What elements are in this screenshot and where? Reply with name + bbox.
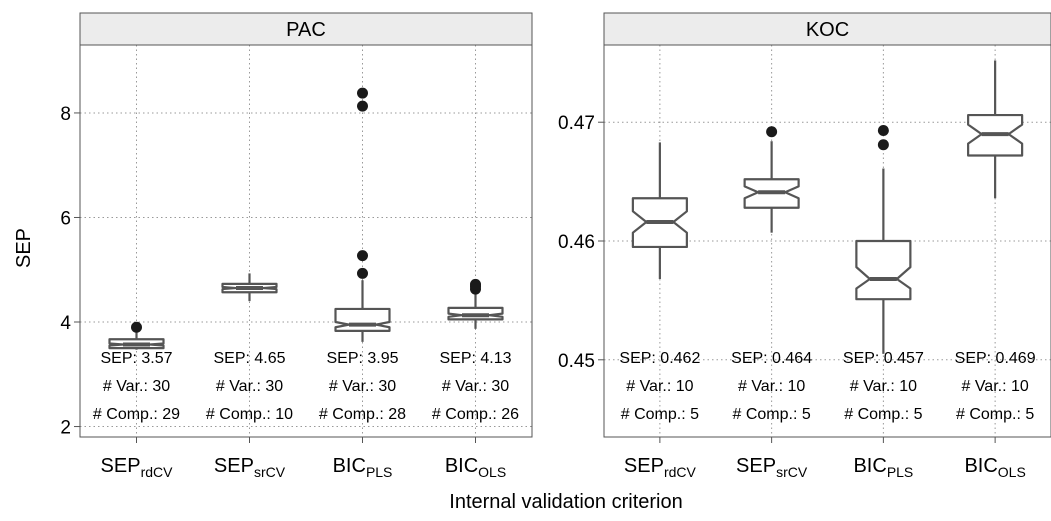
box-3 [967, 60, 1024, 199]
box-annotation: SEP: 4.65 [213, 350, 285, 367]
outlier-point [766, 126, 778, 138]
box-annotation: SEP: 0.457 [843, 350, 924, 367]
box-annotation: # Var.: 10 [626, 378, 693, 395]
box-3 [447, 278, 504, 329]
panel-koc: KOC 0.45 0.46 0.47 SEP: 0.462 # Var.: 10 # Com… [558, 12, 1051, 480]
box-annotation: # Var.: 10 [850, 378, 917, 395]
outlier-point [470, 278, 481, 290]
box-2 [855, 125, 912, 354]
x-tick-label: SEPsrCV [214, 455, 286, 480]
panel-pac: PAC 2 4 6 8 SEP: 3.57 # Var.: 30 # Comp.: 29 SEP… [60, 12, 533, 480]
x-tick-label: BICOLS [445, 455, 506, 480]
y-tick-label: 8 [60, 104, 71, 125]
y-tick-label: 2 [60, 418, 71, 439]
box-annotation: SEP: 0.469 [955, 350, 1036, 367]
box-1 [743, 126, 800, 233]
y-tick-label: 0.47 [558, 113, 595, 134]
box-annotation: # Var.: 10 [961, 378, 1028, 395]
box-annotation: SEP: 4.13 [439, 350, 511, 367]
box-annotation: # Var.: 30 [103, 378, 170, 395]
box-annotation: # Var.: 30 [442, 378, 509, 395]
y-axis-label: SEP [13, 228, 35, 268]
notched-box [855, 239, 912, 301]
panel-title: PAC [286, 19, 326, 41]
x-tick-label: SEPrdCV [101, 455, 174, 480]
y-tick-label: 0.46 [558, 232, 595, 253]
outlier-point [357, 87, 368, 99]
box-2 [334, 87, 391, 342]
box-1 [221, 273, 278, 302]
box-annotation: # Comp.: 10 [206, 406, 293, 423]
x-tick-label: SEPsrCV [736, 455, 808, 480]
panel-frame [79, 44, 533, 438]
box-annotation: # Comp.: 28 [319, 406, 406, 423]
x-tick-label: SEPrdCV [624, 455, 697, 480]
box-annotation: # Comp.: 5 [621, 406, 699, 423]
outlier-point [357, 250, 368, 262]
outlier-point [357, 267, 368, 279]
panel-strip [603, 12, 1051, 46]
x-tick-label: BICPLS [853, 455, 913, 480]
y-tick-label: 0.45 [558, 351, 595, 372]
box-annotation: SEP: 3.95 [326, 350, 398, 367]
panel-strip [79, 12, 533, 46]
box-annotation: # Comp.: 5 [732, 406, 810, 423]
x-tick-label: BICOLS [964, 455, 1025, 480]
panel-title: KOC [806, 19, 849, 41]
box-0 [108, 321, 165, 350]
box-annotation: # Var.: 10 [738, 378, 805, 395]
y-tick-label: 4 [60, 313, 71, 334]
box-0 [631, 142, 688, 280]
outlier-point [357, 100, 368, 112]
notched-box [334, 307, 391, 332]
outlier-point [877, 139, 889, 151]
box-annotation: # Var.: 30 [329, 378, 396, 395]
box-annotation: # Comp.: 29 [93, 406, 180, 423]
outlier-point [877, 125, 889, 137]
x-tick-label: BICPLS [333, 455, 393, 480]
box-annotation: # Var.: 30 [216, 378, 283, 395]
panels-group: PAC 2 4 6 8 SEP: 3.57 # Var.: 30 # Comp.: 29 SEP… [60, 12, 1051, 480]
box-annotation: SEP: 0.462 [619, 350, 700, 367]
box-annotation: SEP: 0.464 [731, 350, 812, 367]
box-annotation: # Comp.: 5 [956, 406, 1034, 423]
outlier-point [131, 321, 142, 333]
box-annotation: SEP: 3.57 [100, 350, 172, 367]
box-annotation: # Comp.: 26 [432, 406, 519, 423]
box-annotation: # Comp.: 5 [844, 406, 922, 423]
y-tick-label: 6 [60, 208, 71, 229]
x-axis-label: Internal validation criterion [449, 491, 682, 513]
